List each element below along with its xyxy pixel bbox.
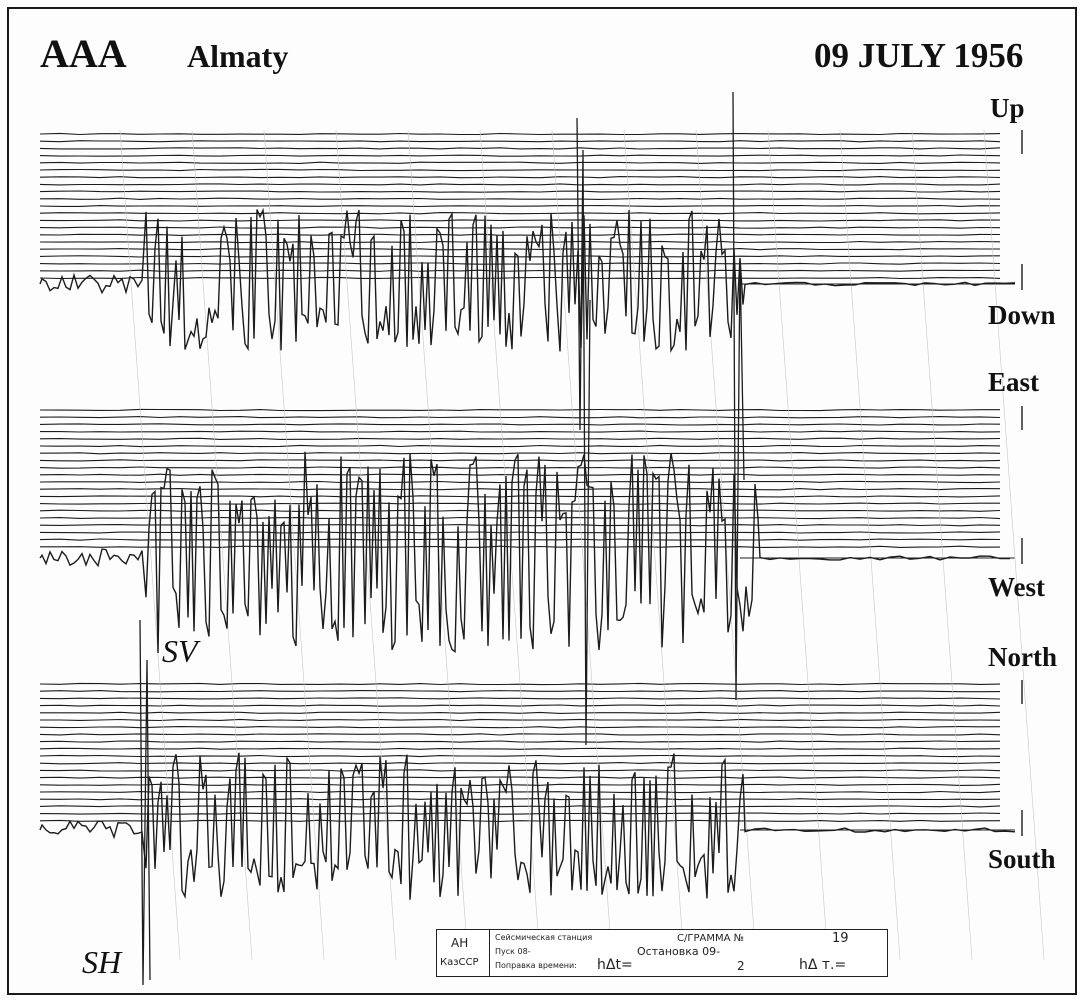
baseline-trace [39,798,1001,801]
stamp-hdt-t: hΔ т.= [799,957,847,973]
timing-mark [191,129,253,961]
stamp-org-top: АН [451,936,469,950]
baseline-trace [39,168,1001,172]
baseline-trace [39,747,1001,750]
baseline-trace [39,473,1001,476]
station-name: Almaty [187,38,289,74]
stamp-stop: Остановка 09- [637,945,721,958]
stamp-org-bottom: КазССР [440,957,479,968]
baseline-trace [39,466,1001,469]
timing-mark [911,129,973,961]
baseline-trace [39,704,1001,707]
seismic-waveform [39,207,1016,354]
stamp-hdt: hΔt= [597,957,633,973]
baseline-trace [39,212,1001,215]
baseline-trace [39,819,1001,822]
baseline-trace [39,444,1001,448]
baseline-trace [39,726,1001,729]
station-code: AAA [40,31,127,76]
baseline-trace [40,430,1001,433]
baseline-trace [39,769,1001,772]
baseline-trace [39,140,1001,143]
baseline-trace [39,276,1001,280]
baseline-trace [39,452,1001,455]
baseline-trace [39,132,1001,136]
stamp-station: Сейсмическая станция [495,933,593,942]
baseline-trace [39,190,1001,193]
baseline-trace [39,495,1001,498]
baseline-trace [39,740,1001,743]
waveforms [39,91,1016,986]
baseline-trace [39,219,1001,222]
baseline-trace [40,711,1001,714]
baseline-trace [39,154,1001,157]
timing-mark [767,129,829,961]
stamp-correction: Поправка времени: [495,961,577,970]
baseline-trace [40,718,1001,722]
baseline-trace [39,697,1001,700]
label-down: Down [988,300,1056,330]
baseline-trace [39,509,1001,512]
baseline-trace [39,805,1001,808]
baseline-trace [39,176,1001,179]
baseline-trace [39,183,1001,186]
phase-label-sv: SV [162,633,198,669]
stamp-year: 19 [832,931,849,946]
baseline-trace [39,255,1001,258]
baseline-trace [39,147,1001,150]
baseline-trace [39,437,1001,440]
label-south: South [988,844,1056,874]
baseline-trace [39,690,1001,693]
baseline-trace [39,226,1001,229]
baseline-trace [39,248,1000,251]
baseline-trace [39,408,1000,412]
seismic-waveform [39,451,1010,654]
baseline-traces [39,129,1045,961]
timing-mark [263,129,325,961]
baseline-trace [39,197,1001,200]
timing-mark [623,129,685,961]
baseline-trace [39,459,1001,462]
seismic-waveform [39,752,1016,900]
stamp-seismogram-no: С/ГРАММА № [677,933,744,944]
baseline-trace [39,524,1001,527]
baseline-trace [39,776,1001,779]
baseline-trace [39,502,1000,505]
baseline-trace [39,812,1001,815]
baseline-trace [39,790,1001,794]
phase-label-sh: SH [82,944,122,980]
baseline-trace [39,488,1001,491]
large-spike [576,117,591,746]
large-spike [139,619,151,986]
stamp-hdt-value: 2 [737,959,745,973]
stamp-divider [489,930,490,976]
label-west: West [988,572,1045,602]
label-north: North [988,642,1057,672]
timing-mark [983,129,1045,961]
baseline-trace [39,204,1001,208]
baseline-trace [39,480,1001,484]
baseline-trace [39,233,1001,236]
baseline-trace [39,240,1001,244]
baseline-trace [39,783,1001,786]
baseline-trace [39,531,1001,534]
label-east: East [988,367,1040,397]
stamp-start: Пуск 08- [495,947,531,956]
baseline-trace [39,733,1001,736]
baseline-trace [39,754,1001,758]
baseline-trace [39,161,1001,164]
baseline-trace [39,262,1001,265]
seismogram-stamp: АН КазССР Сейсмическая станция С/ГРАММА … [436,929,888,977]
baseline-trace [39,516,1001,520]
baseline-trace [39,423,1001,426]
large-spike [732,91,745,701]
record-date: 09 JULY 1956 [814,36,1024,75]
timing-mark [119,129,181,961]
baseline-trace [39,416,1001,419]
baseline-trace [39,269,1001,272]
timing-mark [839,129,901,961]
label-up: Up [990,93,1025,123]
baseline-trace [39,762,1001,765]
